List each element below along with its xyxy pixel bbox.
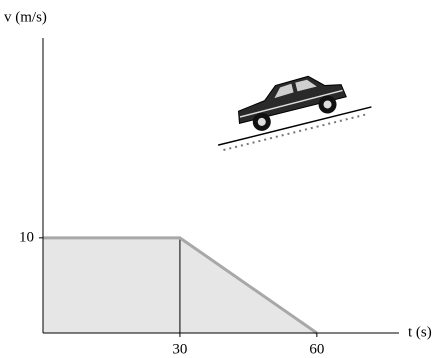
car-illustration [217,75,372,151]
x-tick-label: 60 [309,341,324,357]
x-tick-label: 30 [172,341,187,357]
y-tick-label: 10 [19,229,34,245]
y-axis-label: v (m/s) [4,9,47,25]
data-line [43,236,318,335]
x-axis-label: t (s) [408,324,432,340]
